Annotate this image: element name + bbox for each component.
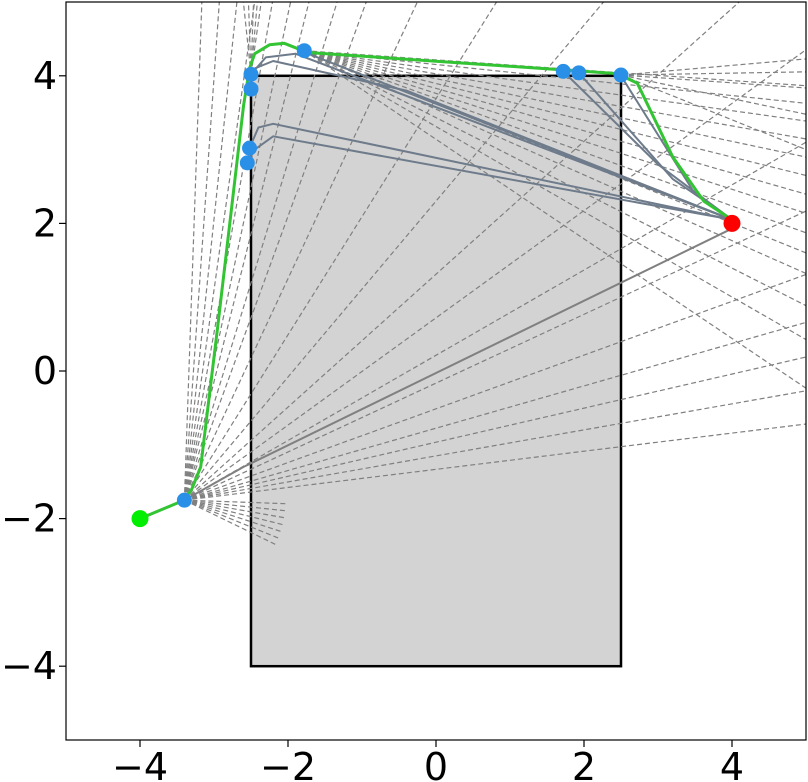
candidate-path-5 (246, 135, 733, 221)
waypoint-0 (176, 492, 192, 508)
ray-3-1 (620, 58, 806, 76)
ray-0-12 (183, 2, 367, 501)
ray-0-0 (184, 423, 806, 501)
ray-2-1 (250, 2, 258, 75)
ray-0-1 (184, 390, 806, 501)
waypoint-2 (242, 140, 258, 156)
waypoint-8 (613, 67, 629, 83)
ray-1-6 (304, 50, 806, 195)
ray-0-2 (184, 356, 806, 501)
ray-0-26 (184, 499, 281, 540)
y-tick-label-2: 0 (33, 349, 57, 393)
ray-0-9 (183, 2, 605, 501)
ray-1-12 (303, 50, 806, 341)
final-path-line (139, 41, 733, 520)
ray-0-10 (183, 2, 498, 501)
ray-0-20 (183, 2, 203, 501)
ray-0-25 (184, 499, 284, 533)
x-tick-label-2: 0 (424, 745, 448, 782)
ray-0-13 (183, 2, 338, 501)
ray-1-4 (304, 50, 806, 158)
waypoint-4 (243, 66, 259, 82)
ray-0-21 (184, 499, 288, 505)
candidate-path-7 (250, 52, 733, 221)
ray-1-10 (304, 50, 806, 275)
waypoint-7 (571, 65, 587, 81)
ray-1-2 (304, 50, 806, 122)
waypoint-1 (239, 155, 255, 171)
x-tick-label-3: 2 (572, 745, 596, 782)
ray-0-4 (184, 273, 806, 501)
x-tick-label-0: −4 (112, 745, 168, 782)
candidate-path-3 (562, 70, 733, 221)
obstacle-rect (249, 74, 623, 668)
ray-0-16 (183, 2, 274, 501)
goal-point (723, 214, 741, 232)
ray-0-23 (184, 499, 287, 519)
start-point (131, 510, 149, 528)
ray-3-3 (620, 74, 806, 115)
ray-3-0 (620, 71, 806, 76)
waypoint-6 (555, 63, 571, 79)
ray-1-8 (304, 50, 806, 234)
ray-1-7 (304, 50, 806, 214)
ray-0-11 (183, 2, 418, 501)
y-tick-label-0: −4 (1, 644, 57, 688)
ray-3-2 (620, 74, 806, 89)
ray-1-11 (304, 50, 806, 307)
waypoint-3 (243, 81, 259, 97)
x-tick-label-4: 4 (720, 745, 744, 782)
ray-0-3 (184, 321, 806, 501)
ray-2-4 (242, 2, 252, 75)
ray-0-7 (184, 49, 806, 501)
ray-0-8 (183, 2, 741, 501)
ray-1-1 (304, 50, 806, 104)
ray-0-27 (184, 499, 278, 546)
candidate-path-4 (248, 122, 733, 221)
y-tick-label-3: 2 (33, 201, 57, 245)
candidate-path-8 (183, 228, 731, 501)
ray-0-19 (183, 2, 220, 501)
x-tick-label-1: −2 (260, 745, 316, 782)
ray-0-14 (183, 2, 310, 501)
ray-0-24 (184, 499, 286, 526)
ray-3-4 (620, 74, 806, 151)
ray-1-5 (304, 50, 806, 177)
y-tick-label-1: −2 (1, 497, 57, 541)
ray-0-18 (183, 2, 238, 501)
ray-1-13 (303, 50, 806, 389)
ray-0-6 (184, 141, 806, 501)
y-tick-label-4: 4 (33, 54, 57, 98)
ray-0-22 (184, 499, 288, 512)
waypoint-5 (296, 43, 312, 59)
ray-0-17 (183, 2, 256, 501)
ray-0-5 (184, 210, 806, 501)
ray-1-3 (304, 50, 806, 140)
